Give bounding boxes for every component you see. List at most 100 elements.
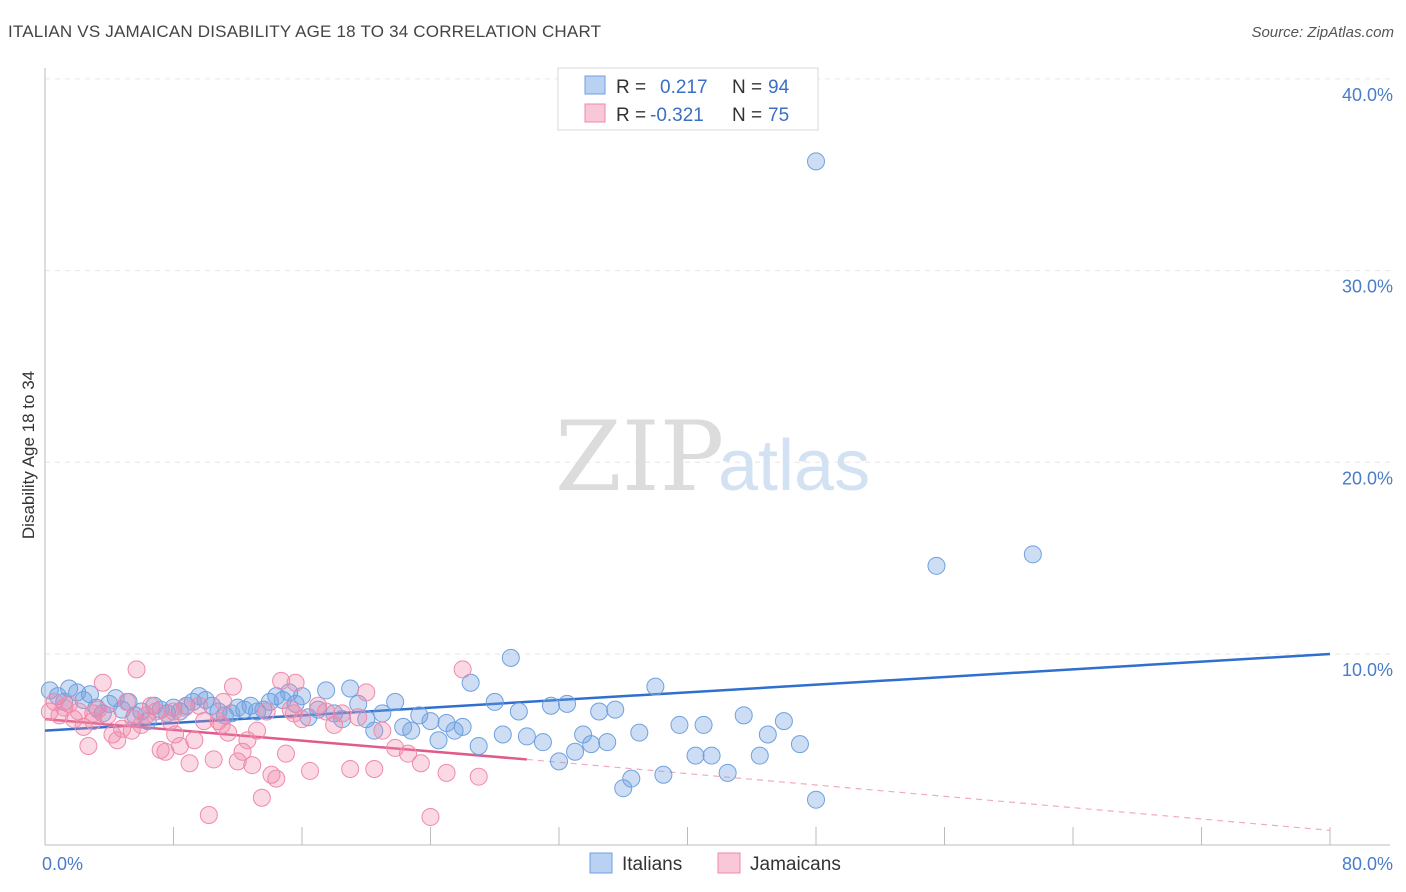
jamaicans-point-55 <box>317 702 336 721</box>
jamaicans-trend-line-extension <box>526 758 1331 831</box>
italians-point-70 <box>566 742 585 761</box>
jamaicans-point-1 <box>45 692 64 711</box>
italians-point-75 <box>606 700 625 719</box>
italians-point-32 <box>248 702 267 721</box>
legend-swatch-pink <box>584 103 606 123</box>
italians-point-58 <box>453 717 472 736</box>
y-tick-label-1: 20.0% <box>1342 468 1393 488</box>
jamaicans-point-61 <box>365 760 384 779</box>
watermark-zip: ZIP <box>555 401 724 513</box>
jamaicans-point-68 <box>453 660 472 679</box>
jamaicans-point-33 <box>199 806 218 825</box>
jamaicans-point-12 <box>98 706 117 725</box>
jamaicans-point-25 <box>161 712 180 731</box>
jamaicans-point-18 <box>127 660 146 679</box>
italians-point-81 <box>670 715 689 734</box>
jamaicans-point-72 <box>164 702 183 721</box>
jamaicans-point-16 <box>117 692 136 711</box>
italians-point-53 <box>410 706 429 725</box>
italians-point-72 <box>582 735 601 754</box>
italians-point-86 <box>734 706 753 725</box>
italians-point-80 <box>654 765 673 784</box>
watermark-atlas: atlas <box>718 426 870 506</box>
jamaicans-point-57 <box>333 704 352 723</box>
italians-point-45 <box>341 679 360 698</box>
legend-swatch-blue <box>584 75 606 95</box>
jamaicans-point-42 <box>243 756 262 775</box>
italians-point-90 <box>790 735 809 754</box>
jamaicans-point-39 <box>228 752 247 771</box>
jamaicans-point-7 <box>74 717 93 736</box>
x-tick-label-min: 0.0% <box>42 854 83 874</box>
legend-r-label-2: R = <box>616 105 646 126</box>
italians-point-74 <box>598 733 617 752</box>
jamaicans-point-67 <box>437 763 456 782</box>
x-tick-labels: 0.0% 80.0% <box>42 854 1393 874</box>
legend: R = 0.217 N = 94 R = -0.321 N = 75 <box>557 67 819 131</box>
legend-r-label-1: R = <box>616 77 646 98</box>
italians-point-85 <box>718 763 737 782</box>
bottom-legend-label-italians: Italians <box>622 854 682 875</box>
italians-point-33 <box>254 700 273 719</box>
jamaicans-point-48 <box>272 671 291 690</box>
jamaicans-point-65 <box>411 754 430 773</box>
italians-point-82 <box>686 746 705 765</box>
jamaicans-point-51 <box>286 673 305 692</box>
jamaicans-point-22 <box>146 702 165 721</box>
bottom-legend: Italians Jamaicans <box>589 852 841 875</box>
italians-point-91 <box>807 790 825 809</box>
jamaicans-point-29 <box>180 754 199 773</box>
italians-point-88 <box>758 725 777 744</box>
jamaicans-point-37 <box>219 723 238 742</box>
italians-point-42 <box>317 681 336 700</box>
legend-n-value-1: 94 <box>768 77 790 98</box>
italians-point-40 <box>299 708 318 727</box>
y-axis-title: Disability Age 18 to 34 <box>19 371 38 539</box>
legend-r-value-2: -0.321 <box>650 105 704 126</box>
jamaicans-point-34 <box>204 750 223 769</box>
jamaicans-point-8 <box>79 737 98 756</box>
watermark: ZIP atlas <box>555 401 870 513</box>
jamaicans-point-74 <box>284 704 303 723</box>
italians-point-61 <box>485 692 504 711</box>
italians-point-38 <box>286 694 305 713</box>
jamaicans-point-0 <box>40 702 59 721</box>
italians-trend-line <box>44 652 1331 732</box>
y-tick-label-0: 10.0% <box>1342 660 1393 680</box>
italians-point-65 <box>517 727 536 746</box>
legend-n-label-2: N = <box>732 105 762 126</box>
jamaicans-point-64 <box>399 744 418 763</box>
jamaicans-point-14 <box>108 731 127 750</box>
chart-title: ITALIAN VS JAMAICAN DISABILITY AGE 18 TO… <box>8 22 602 41</box>
italians-point-69 <box>558 694 577 713</box>
italians-point-89 <box>774 712 793 731</box>
y-tick-labels: 10.0% 20.0% 30.0% 40.0% <box>1342 85 1393 680</box>
italians-point-59 <box>461 673 480 692</box>
jamaicans-point-45 <box>257 702 276 721</box>
legend-n-value-2: 75 <box>768 105 789 126</box>
jamaicans-point-47 <box>267 769 286 788</box>
x-tick-label-max: 80.0% <box>1342 854 1393 874</box>
jamaicans-point-40 <box>233 742 252 761</box>
jamaicans-point-59 <box>349 708 368 727</box>
italians-point-66 <box>533 733 552 752</box>
jamaicans-point-38 <box>223 677 242 696</box>
jamaicans-point-28 <box>175 698 194 717</box>
italians-point-94 <box>1023 545 1042 564</box>
italians-point-52 <box>402 721 421 740</box>
legend-n-label-1: N = <box>732 77 762 98</box>
jamaicans-point-21 <box>142 696 161 715</box>
jamaicans-point-13 <box>103 725 122 744</box>
jamaicans-point-62 <box>373 721 392 740</box>
jamaicans-point-41 <box>238 731 257 750</box>
italians-point-54 <box>421 712 440 731</box>
bottom-legend-swatch-jamaicans <box>717 852 741 874</box>
jamaicans-point-71 <box>124 710 143 729</box>
italians-point-84 <box>702 746 721 765</box>
italians-point-92 <box>807 152 825 171</box>
jamaicans-point-32 <box>195 712 214 731</box>
italians-point-77 <box>622 769 641 788</box>
jamaicans-point-66 <box>421 807 440 826</box>
jamaicans-point-73 <box>212 715 231 734</box>
